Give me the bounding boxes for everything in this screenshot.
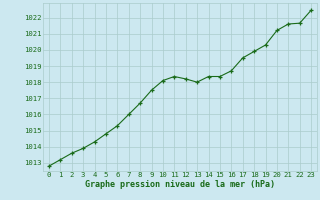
X-axis label: Graphe pression niveau de la mer (hPa): Graphe pression niveau de la mer (hPa) bbox=[85, 180, 275, 189]
